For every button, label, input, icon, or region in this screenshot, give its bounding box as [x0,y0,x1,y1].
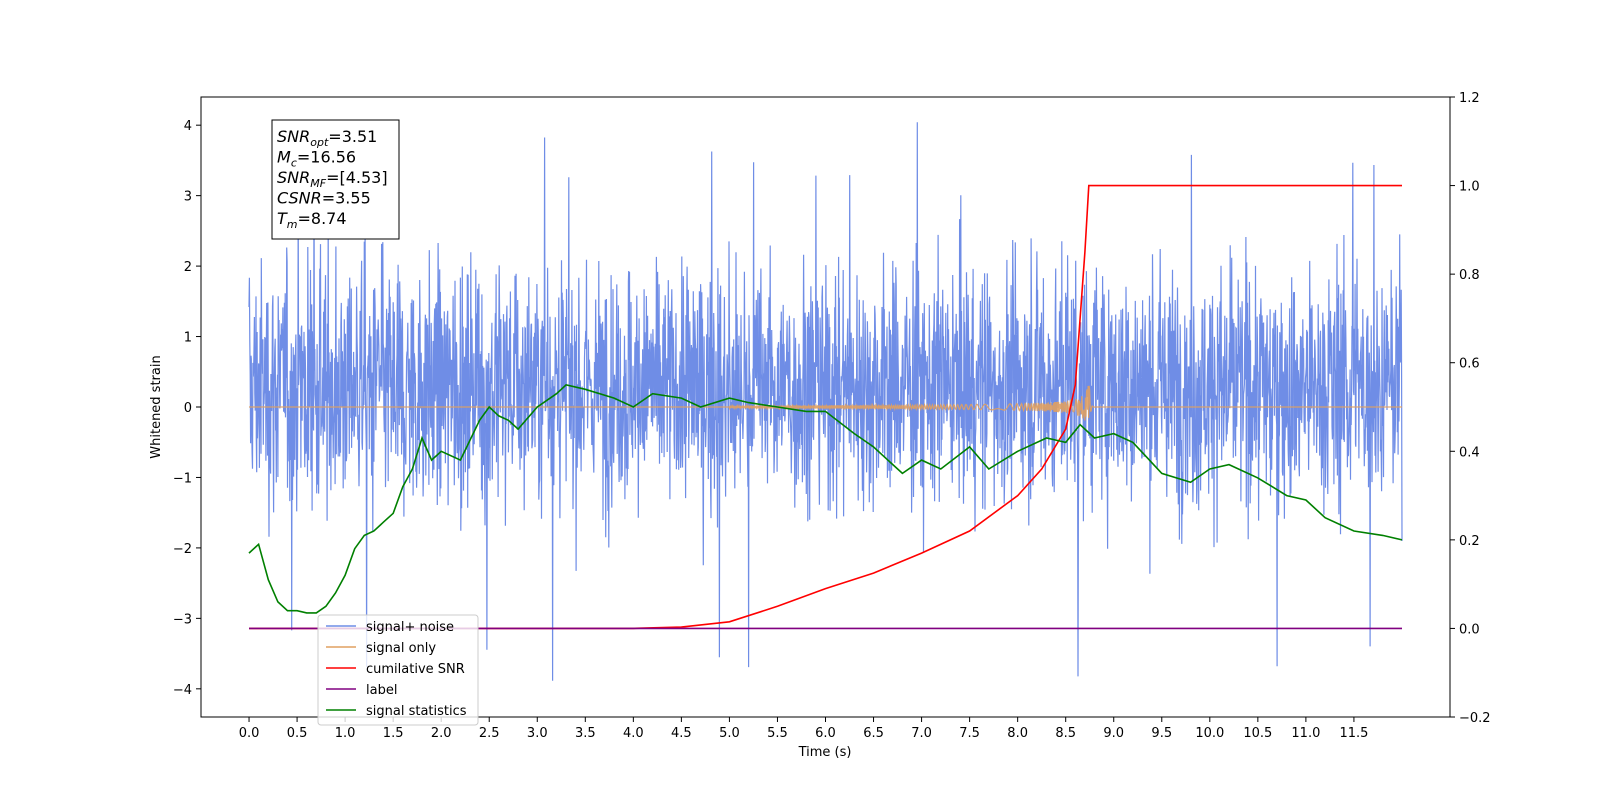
series-line-cumilative-snr [249,184,1402,630]
series-line-signal-statistics [248,384,1403,614]
x-tick-label: 6.5 [863,726,884,741]
x-tick-label: 7.0 [911,726,932,741]
y-right-tick-label: 1.0 [1459,180,1480,195]
x-tick-label: 3.0 [527,726,548,741]
x-tick-label: 4.5 [671,726,692,741]
x-tick-label: 8.0 [1007,726,1028,741]
legend-label: signal+ noise [366,620,454,635]
y-axis-title-left: Whitened strain [149,355,164,458]
legend-label: label [366,683,397,698]
x-tick-label: 7.5 [959,726,980,741]
x-tick-label: 2.5 [479,726,500,741]
y-left-tick-label: −3 [173,612,192,627]
x-tick-label: 0.0 [239,726,260,741]
legend-frame [317,614,479,726]
x-tick-label: 11.5 [1339,726,1368,741]
info-box-lines: SNRopt=3.51Mc=16.56SNRMF=[4.53]CSNR=3.55… [277,127,388,231]
y-left-tick-label: 4 [184,119,192,134]
y-right-tick-label: 0.2 [1459,534,1480,549]
axes-layer: 0.0 0.5 1.0 1.5 2.0 2.5 3.0 3.5 4.0 4.5 5.0 5.5 6.0 6… [173,91,1491,741]
x-tick-label: 10.0 [1195,726,1224,741]
y-left-tick-label: 2 [184,260,192,275]
series-line-signal-noise [248,122,1403,681]
x-tick-label: 6.0 [815,726,836,741]
series-line-signal-only [249,385,1402,421]
y-right-tick-label: 0.4 [1459,445,1480,460]
y-left-tick-label: −4 [173,683,192,698]
x-tick-label: 3.5 [575,726,596,741]
legend-label: cumilative SNR [366,662,465,677]
info-box-line: CSNR=3.55 [277,189,371,208]
x-tick-label: 9.0 [1103,726,1124,741]
legend-label: signal statistics [366,704,467,719]
y-right-tick-label: 0.8 [1459,268,1480,283]
info-box-line: SNRMF=[4.53] [277,168,388,190]
legend: signal+ noise signal only cumilative SNR la… [317,614,479,726]
info-box-frame [271,119,400,240]
x-tick-label: 1.0 [335,726,356,741]
x-axis-title: Time (s) [798,745,852,760]
info-box-line: Tm=8.74 [277,209,347,231]
x-tick-label: 11.0 [1291,726,1320,741]
legend-items: signal+ noise signal only cumilative SNR la… [326,620,467,719]
y-left-tick-label: 1 [184,331,192,346]
x-tick-label: 10.5 [1243,726,1272,741]
x-tick-label: 8.5 [1055,726,1076,741]
y-right-tick-label: 1.2 [1459,91,1480,106]
legend-label: signal only [366,641,436,656]
y-left-tick-label: −1 [173,471,192,486]
x-tick-label: 1.5 [383,726,404,741]
y-left-tick-label: 3 [184,190,192,205]
y-left-tick-label: 0 [184,401,192,416]
x-tick-label: 4.0 [623,726,644,741]
y-right-tick-label: 0.6 [1459,357,1480,372]
y-left-tick-label: −2 [173,542,192,557]
x-tick-label: 9.5 [1151,726,1172,741]
y-right-tick-label: 0.0 [1459,622,1480,637]
x-tick-label: 0.5 [287,726,308,741]
info-box-line: SNRopt=3.51 [277,127,377,149]
x-tick-label: 2.0 [431,726,452,741]
info-box: SNRopt=3.51Mc=16.56SNRMF=[4.53]CSNR=3.55… [271,119,400,240]
y-right-tick-label: −0.2 [1459,711,1491,726]
x-tick-label: 5.0 [719,726,740,741]
info-box-line: Mc=16.56 [277,148,356,170]
x-tick-label: 5.5 [767,726,788,741]
